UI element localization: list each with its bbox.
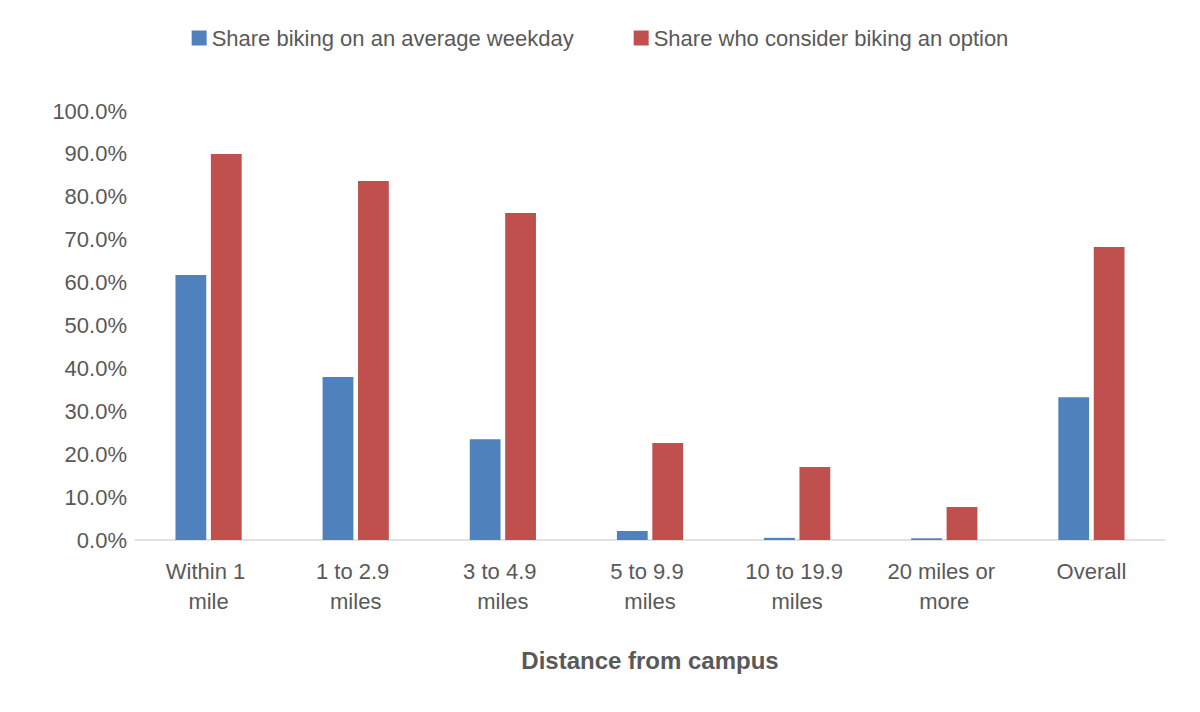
- svg-text:miles: miles: [477, 589, 528, 614]
- svg-text:0.0%: 0.0%: [77, 528, 127, 553]
- svg-text:Distance from campus: Distance from campus: [521, 647, 778, 674]
- svg-text:miles: miles: [624, 589, 675, 614]
- svg-text:100.0%: 100.0%: [52, 99, 127, 124]
- svg-text:more: more: [919, 589, 969, 614]
- svg-text:Share who consider biking an o: Share who consider biking an option: [654, 26, 1009, 51]
- svg-text:Share biking on an average wee: Share biking on an average weekday: [212, 26, 574, 51]
- svg-text:80.0%: 80.0%: [65, 184, 127, 209]
- svg-text:mile: mile: [188, 589, 228, 614]
- svg-text:70.0%: 70.0%: [65, 227, 127, 252]
- svg-text:90.0%: 90.0%: [65, 141, 127, 166]
- svg-text:5 to 9.9: 5 to 9.9: [610, 559, 690, 584]
- svg-text:1 to 2.9: 1 to 2.9: [316, 559, 396, 584]
- svg-text:3 to 4.9: 3 to 4.9: [463, 559, 543, 584]
- svg-text:Within 1: Within 1: [166, 559, 252, 584]
- svg-text:10.0%: 10.0%: [65, 485, 127, 510]
- svg-text:Overall: Overall: [1057, 559, 1127, 584]
- svg-text:50.0%: 50.0%: [65, 313, 127, 338]
- svg-text:60.0%: 60.0%: [65, 270, 127, 295]
- svg-text:miles: miles: [330, 589, 381, 614]
- svg-text:20 miles or: 20 miles or: [887, 559, 1001, 584]
- svg-text:20.0%: 20.0%: [65, 442, 127, 467]
- svg-text:40.0%: 40.0%: [65, 356, 127, 381]
- svg-text:miles: miles: [771, 589, 822, 614]
- svg-text:30.0%: 30.0%: [65, 399, 127, 424]
- svg-text:10 to 19.9: 10 to 19.9: [745, 559, 849, 584]
